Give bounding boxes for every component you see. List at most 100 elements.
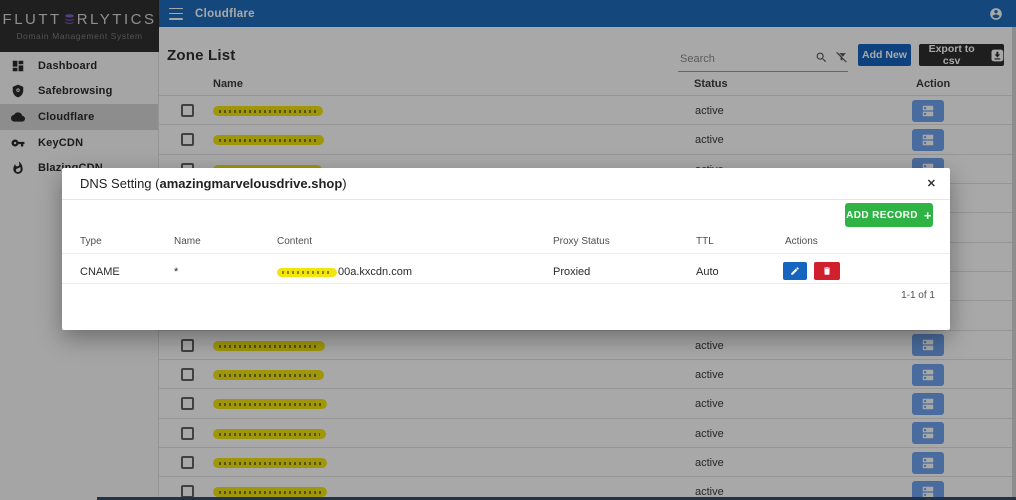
- modal-title-prefix: DNS Setting (: [80, 176, 160, 191]
- divider: [62, 283, 950, 284]
- column-header-action: Action: [916, 78, 951, 90]
- add-new-button[interactable]: Add New: [858, 44, 911, 66]
- dns-record-row: CNAME * 00a.kxcdn.com Proxied Auto: [62, 260, 950, 284]
- dns-column-proxy-status: Proxy Status: [553, 236, 610, 247]
- dns-settings-button[interactable]: [912, 422, 944, 445]
- dns-settings-button[interactable]: [912, 451, 944, 474]
- sidebar-item-keycdn[interactable]: KeyCDN: [0, 130, 158, 156]
- zone-status: active: [695, 486, 724, 499]
- zone-status: active: [695, 369, 724, 382]
- dns-column-actions: Actions: [785, 236, 818, 247]
- key-icon: [11, 139, 25, 147]
- row-checkbox[interactable]: [181, 368, 194, 382]
- clear-filter-icon[interactable]: [835, 51, 848, 64]
- row-checkbox[interactable]: [181, 456, 194, 470]
- brand-wordmark: FLUTT RLYTICS: [3, 11, 157, 28]
- table-row: active: [159, 477, 1016, 500]
- row-checkbox[interactable]: [181, 338, 194, 352]
- modal-title-suffix: ): [342, 176, 347, 191]
- account-circle-icon[interactable]: [989, 7, 1003, 21]
- dns-record-name: *: [174, 266, 179, 278]
- row-checkbox[interactable]: [181, 104, 194, 117]
- dns-column-type: Type: [80, 236, 102, 247]
- zone-table-header: Name Status Action: [159, 76, 1016, 96]
- table-row: active: [159, 389, 1016, 419]
- shield-icon: [12, 84, 24, 98]
- add-record-button[interactable]: ADD RECORD +: [845, 203, 933, 227]
- row-checkbox[interactable]: [181, 397, 194, 411]
- sidebar-item-safebrowsing[interactable]: Safebrowsing: [0, 79, 158, 105]
- redacted-zone-name: [213, 428, 326, 439]
- scrollbar[interactable]: [1012, 27, 1016, 500]
- pagination-label: 1-1 of 1: [901, 290, 935, 301]
- table-row: active: [159, 419, 1016, 449]
- sidebar-item-label: KeyCDN: [38, 136, 84, 149]
- sidebar-item-label: Dashboard: [38, 59, 98, 72]
- zone-status: active: [695, 105, 724, 117]
- sidebar-item-label: Cloudflare: [38, 110, 95, 123]
- redacted-zone-name: [213, 135, 324, 146]
- app-logo: FLUTT RLYTICS Domain Management System: [0, 0, 159, 52]
- table-row: active: [159, 331, 1016, 361]
- column-header-name: Name: [213, 78, 243, 90]
- export-csv-label: Export to csv: [928, 43, 975, 67]
- dns-icon: [922, 398, 934, 410]
- menu-icon[interactable]: [169, 7, 183, 20]
- row-checkbox[interactable]: [181, 426, 194, 440]
- sidebar-item-cloudflare[interactable]: Cloudflare: [0, 104, 158, 130]
- dns-settings-button[interactable]: [912, 392, 944, 415]
- plus-icon: +: [923, 207, 932, 223]
- dns-settings-button[interactable]: [912, 334, 944, 357]
- zone-status: active: [695, 339, 724, 352]
- dns-setting-modal: DNS Setting (amazingmarvelousdrive.shop)…: [62, 168, 950, 330]
- redacted-zone-name: [213, 106, 323, 116]
- row-checkbox[interactable]: [181, 133, 194, 147]
- brand-left: FLUTT: [2, 11, 62, 28]
- download-icon: [991, 49, 1004, 61]
- dns-settings-button[interactable]: [912, 99, 944, 122]
- table-row: active: [159, 96, 1016, 126]
- bottom-edge: [97, 497, 1016, 500]
- dns-record-ttl: Auto: [696, 266, 719, 278]
- flame-icon: [13, 161, 23, 175]
- modal-titlebar: DNS Setting (amazingmarvelousdrive.shop)…: [62, 168, 950, 200]
- trash-icon: [824, 267, 830, 275]
- sidebar-item-dashboard[interactable]: Dashboard: [0, 53, 158, 79]
- close-icon[interactable]: ✕: [927, 168, 936, 200]
- brand-right: RLYTICS: [76, 11, 157, 28]
- zone-status: active: [695, 398, 724, 411]
- zone-status: active: [695, 134, 724, 147]
- search-field: [678, 48, 848, 72]
- dns-settings-button[interactable]: [912, 480, 944, 500]
- redacted-zone-name: [213, 370, 324, 381]
- top-app-bar: Cloudflare: [159, 0, 1016, 27]
- export-csv-button[interactable]: Export to csv: [919, 43, 1004, 67]
- dns-icon: [922, 486, 934, 498]
- database-logo-icon: [64, 14, 74, 24]
- dns-icon: [922, 428, 934, 439]
- table-row: active: [159, 360, 1016, 390]
- delete-record-button[interactable]: [814, 262, 840, 280]
- redacted-zone-name: [213, 399, 327, 410]
- sidebar-item-label: Safebrowsing: [38, 85, 113, 98]
- redacted-highlight: [277, 267, 337, 277]
- search-icon[interactable]: [815, 51, 828, 64]
- search-input[interactable]: [680, 50, 800, 68]
- dns-icon: [922, 105, 934, 116]
- table-row: active: [159, 448, 1016, 478]
- dns-icon: [922, 134, 934, 146]
- dns-record-content: 00a.kxcdn.com: [277, 266, 412, 278]
- cloud-icon: [11, 112, 25, 122]
- edit-record-button[interactable]: [783, 262, 807, 280]
- brand-subtitle: Domain Management System: [16, 31, 143, 41]
- dns-settings-button[interactable]: [912, 128, 944, 151]
- dns-record-type: CNAME: [80, 266, 120, 278]
- dns-icon: [922, 369, 934, 380]
- dns-settings-button[interactable]: [912, 363, 944, 386]
- modal-title: DNS Setting (amazingmarvelousdrive.shop): [80, 168, 347, 200]
- redacted-zone-name: [213, 458, 327, 469]
- divider: [62, 253, 950, 254]
- add-record-label: ADD RECORD: [846, 209, 918, 221]
- table-row: active: [159, 125, 1016, 155]
- dns-icon: [922, 340, 934, 351]
